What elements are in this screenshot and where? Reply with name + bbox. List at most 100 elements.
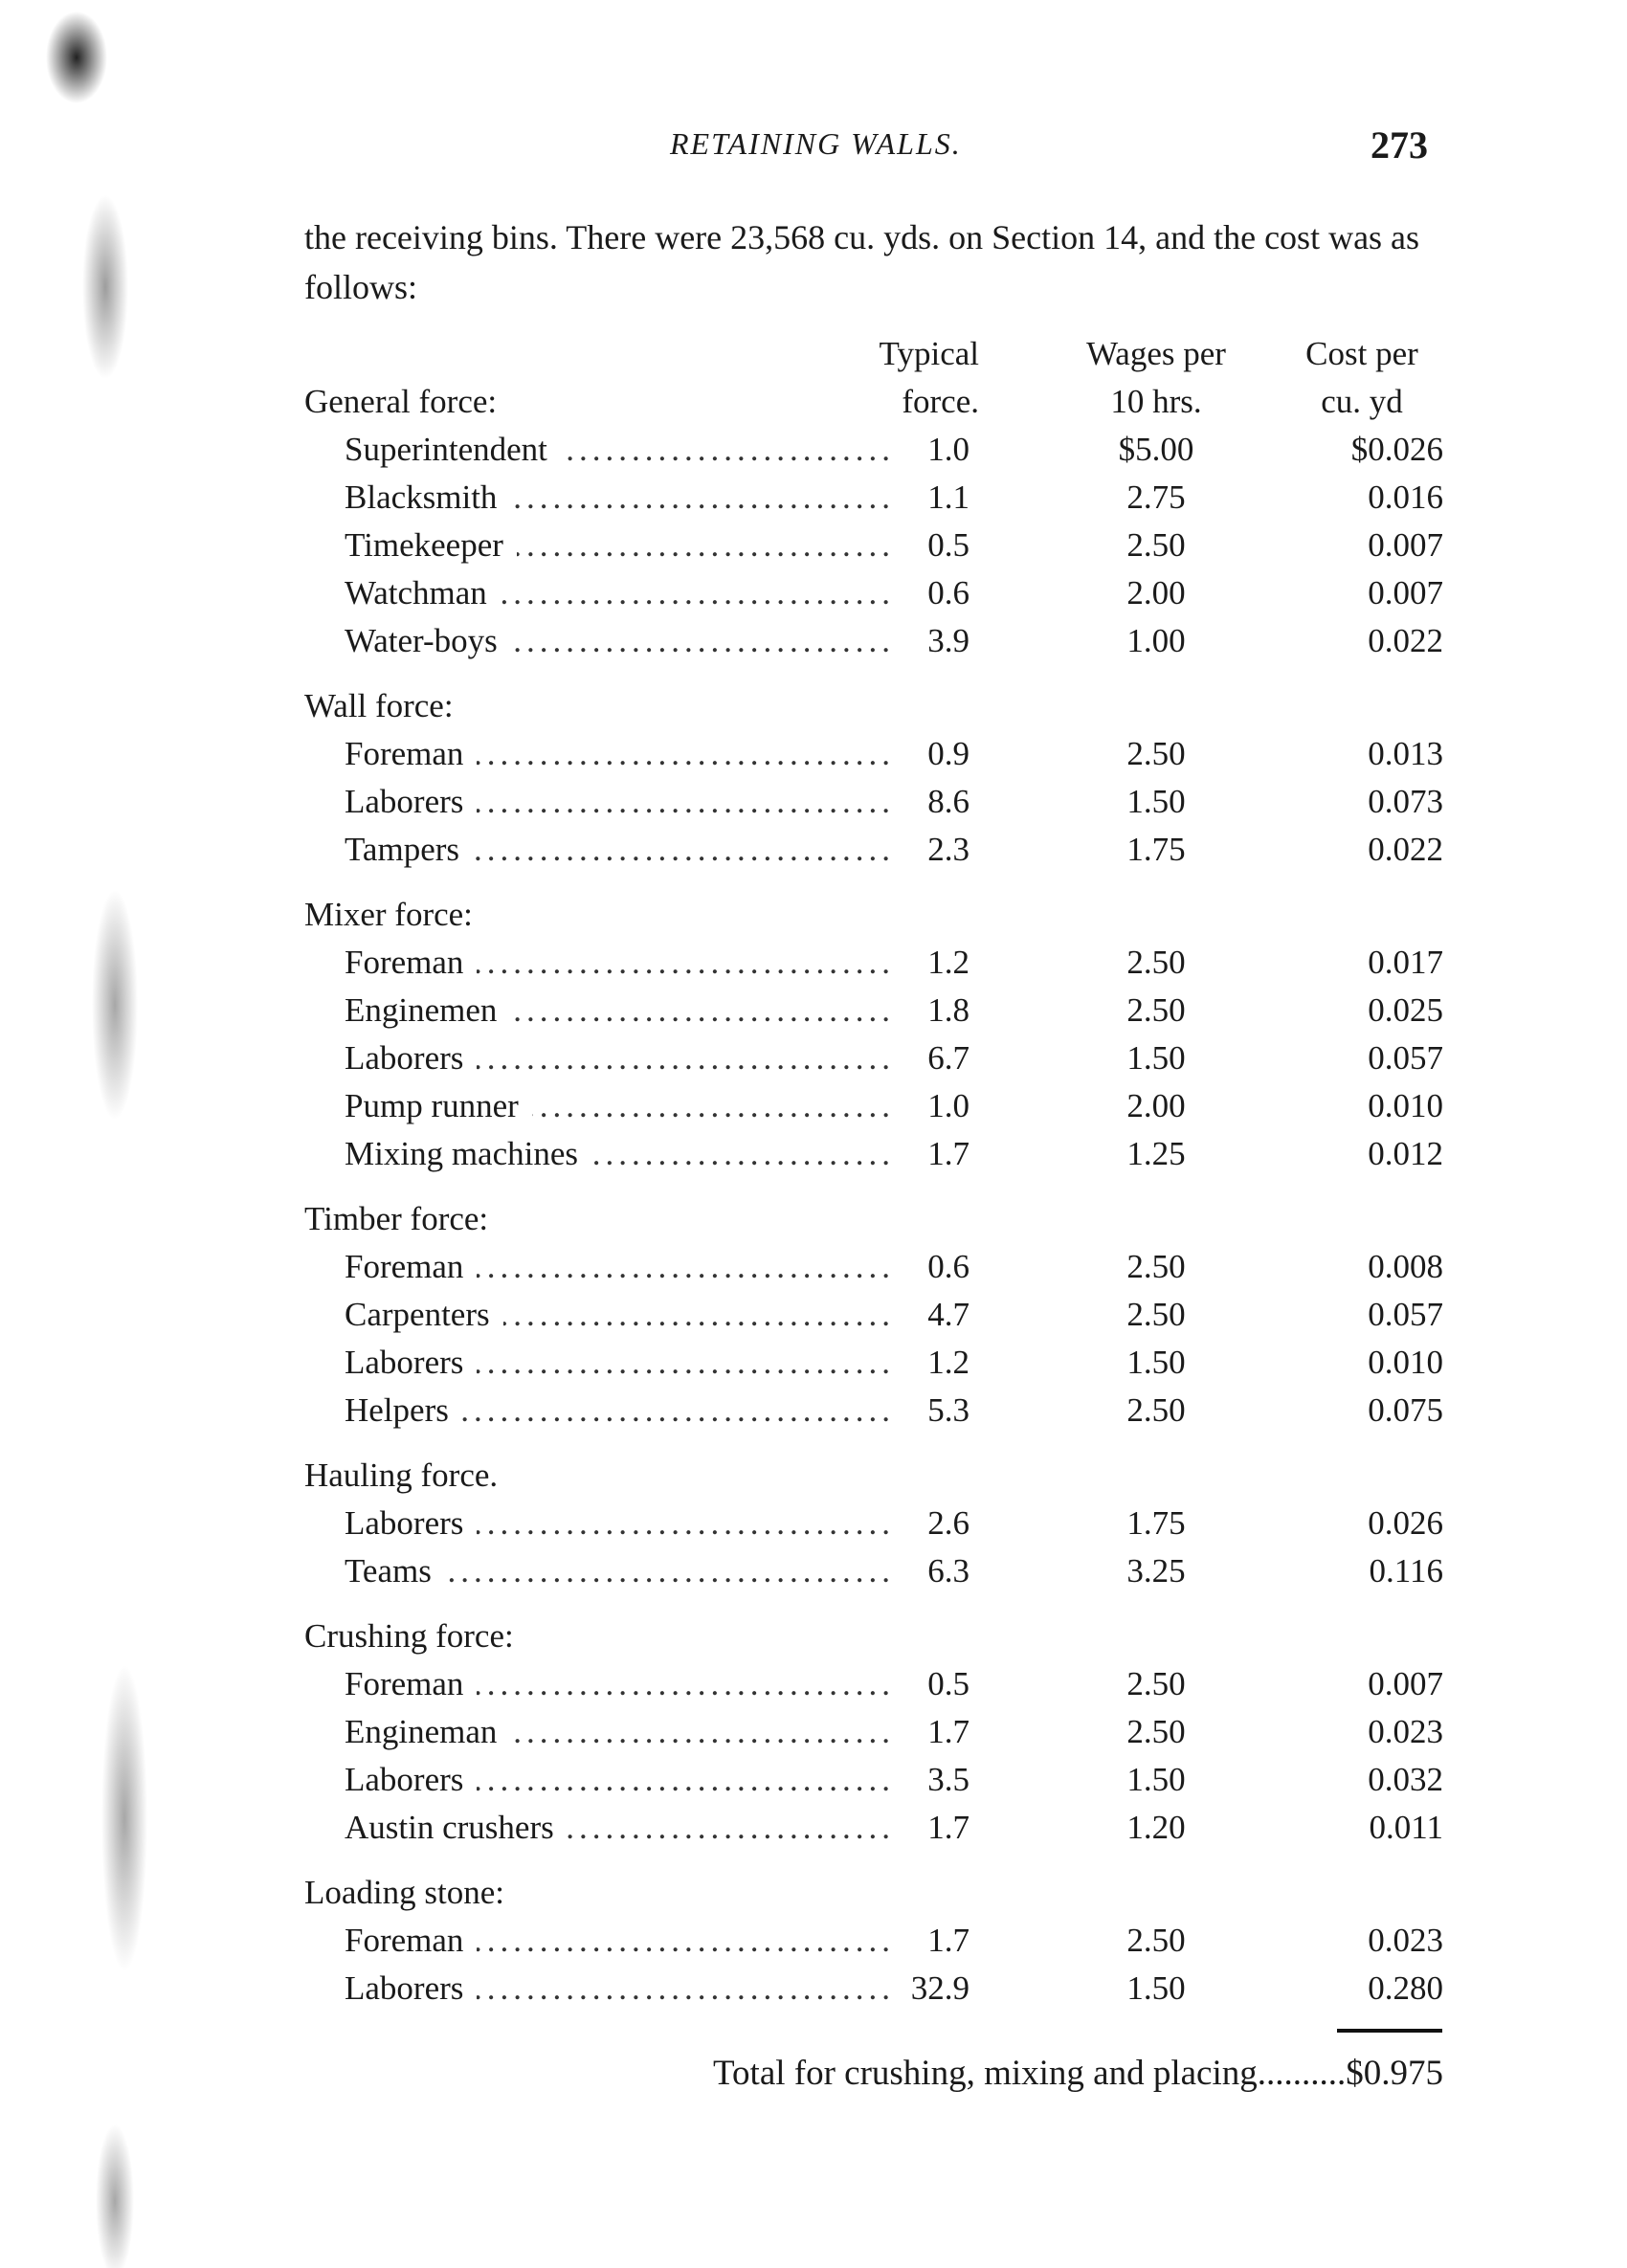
group-label-row: Loading stone: [304, 1869, 1443, 1917]
item-cell: Laborers................................… [345, 1756, 895, 1804]
cost-cell: 0.280 [1368, 1969, 1443, 2007]
cost-cell: 0.012 [1368, 1135, 1443, 1172]
item-name: Laborers [345, 783, 464, 820]
dot-leader: ........................................ [567, 1809, 895, 1846]
column-header-cost: Cost per cu. yd [1281, 330, 1443, 426]
cost-cell: 0.007 [1368, 574, 1443, 611]
force-cell: 1.7 [927, 1135, 970, 1172]
force-cell: 1.2 [927, 944, 970, 981]
item-name: Engineman [345, 1713, 498, 1750]
item-cell: Laborers................................… [345, 1500, 895, 1547]
dot-leader: ........................................ [473, 831, 895, 868]
force-cell: 1.7 [927, 1922, 970, 1959]
table-group: Hauling force. Laborers..................… [304, 1452, 1443, 1595]
cost-cell: 0.007 [1368, 1665, 1443, 1702]
table-group: Loading stone: Foreman...................… [304, 1869, 1443, 2012]
item-cell: Carpenters..............................… [345, 1291, 895, 1339]
cost-cell: 0.011 [1369, 1809, 1443, 1846]
dot-leader: ........................................ [477, 1665, 895, 1702]
wages-cell: 2.50 [1126, 526, 1186, 564]
force-cell: 0.5 [927, 1665, 970, 1702]
table-body: Superintendent..........................… [304, 426, 1443, 2012]
dot-leader: ........................................ [477, 1761, 895, 1798]
item-cell: Superintendent..........................… [345, 426, 895, 474]
cost-cell: 0.010 [1368, 1344, 1443, 1381]
header-line: Wages per [1086, 335, 1226, 372]
item-cell: Helpers.................................… [345, 1387, 895, 1434]
table-header: Typical force. Wages per 10 hrs. Cost pe… [304, 330, 1443, 426]
cost-cell: 0.016 [1368, 478, 1443, 516]
item-cell: Mixing machines.........................… [345, 1130, 895, 1178]
item-name: Mixing machines [345, 1135, 578, 1172]
table-row: Laborers................................… [304, 778, 1443, 826]
dot-leader: ........................................ [532, 1087, 895, 1124]
wages-cell: 1.75 [1126, 831, 1186, 868]
cost-cell: 0.007 [1368, 526, 1443, 564]
item-name: Carpenters [345, 1296, 490, 1333]
dot-leader: ........................................ [445, 1552, 895, 1590]
force-cell: 1.2 [927, 1344, 970, 1381]
dot-leader: ........................................ [477, 1504, 895, 1542]
item-cell: Blacksmith..............................… [345, 474, 895, 522]
intro-paragraph: the receiving bins. There were 23,568 cu… [304, 218, 1420, 306]
table-row: Laborers................................… [304, 1756, 1443, 1804]
item-cell: Enginemen...............................… [345, 987, 895, 1034]
table-row: Teams...................................… [304, 1547, 1443, 1595]
dot-leader: ........................................ [477, 1922, 895, 1959]
total-rule [1337, 2029, 1442, 2033]
group-label-row: Hauling force. [304, 1452, 1443, 1500]
cost-cell: 0.057 [1368, 1296, 1443, 1333]
wages-cell: 2.50 [1126, 991, 1186, 1029]
item-name: Pump runner [345, 1087, 519, 1124]
force-cell: 4.7 [927, 1296, 970, 1333]
table-row: Mixing machines.........................… [304, 1130, 1443, 1178]
wages-cell: 3.25 [1126, 1552, 1186, 1590]
table-row: Laborers................................… [304, 1965, 1443, 2012]
item-name: Foreman [345, 1922, 464, 1959]
force-cell: 0.6 [927, 1248, 970, 1285]
table-row: Foreman.................................… [304, 939, 1443, 987]
group-label-row: Mixer force: [304, 891, 1443, 939]
item-name: Foreman [345, 944, 464, 981]
table-group: Crushing force: Foreman..................… [304, 1612, 1443, 1852]
item-name: Superintendent [345, 431, 547, 468]
wages-cell: 2.50 [1126, 1391, 1186, 1429]
force-cell: 8.6 [927, 783, 970, 820]
table-row: Enginemen...............................… [304, 987, 1443, 1034]
force-cell: 1.7 [927, 1809, 970, 1846]
force-cell: 1.7 [927, 1713, 970, 1750]
force-cell: 1.0 [927, 1087, 970, 1124]
wages-cell: 2.50 [1126, 735, 1186, 772]
force-cell: 0.9 [927, 735, 970, 772]
cost-cell: 0.075 [1368, 1391, 1443, 1429]
cost-cell: 0.023 [1368, 1713, 1443, 1750]
cost-cell: $0.026 [1350, 431, 1443, 468]
item-cell: Foreman.................................… [345, 1917, 895, 1965]
dot-leader: ........................................ [510, 991, 895, 1029]
item-name: Austin crushers [345, 1809, 554, 1846]
cost-cell: 0.022 [1368, 622, 1443, 659]
table-row: Austin crushers.........................… [304, 1804, 1443, 1852]
table-row: Water-boys..............................… [304, 617, 1443, 665]
table-row: Laborers................................… [304, 1034, 1443, 1082]
cost-cell: 0.025 [1368, 991, 1443, 1029]
item-name: Laborers [345, 1039, 464, 1077]
group-label: General force: [304, 383, 498, 420]
item-name: Foreman [345, 735, 464, 772]
item-name: Timekeeper [345, 526, 503, 564]
cost-cell: 0.017 [1368, 944, 1443, 981]
table-group: Superintendent..........................… [304, 426, 1443, 665]
wages-cell: 2.50 [1126, 1922, 1186, 1959]
table-row: Watchman................................… [304, 569, 1443, 617]
item-cell: Austin crushers.........................… [345, 1804, 895, 1852]
item-cell: Timekeeper..............................… [345, 522, 895, 569]
wages-cell: 1.50 [1126, 1344, 1186, 1381]
wages-cell: 2.00 [1126, 574, 1186, 611]
cost-cell: 0.013 [1368, 735, 1443, 772]
table-row: Foreman.................................… [304, 1660, 1443, 1708]
column-header-wages: Wages per 10 hrs. [1060, 330, 1252, 426]
cost-cell: 0.026 [1368, 1504, 1443, 1542]
cost-cell: 0.057 [1368, 1039, 1443, 1077]
header-line: 10 hrs. [1110, 383, 1202, 420]
header-line: force. [902, 383, 979, 420]
